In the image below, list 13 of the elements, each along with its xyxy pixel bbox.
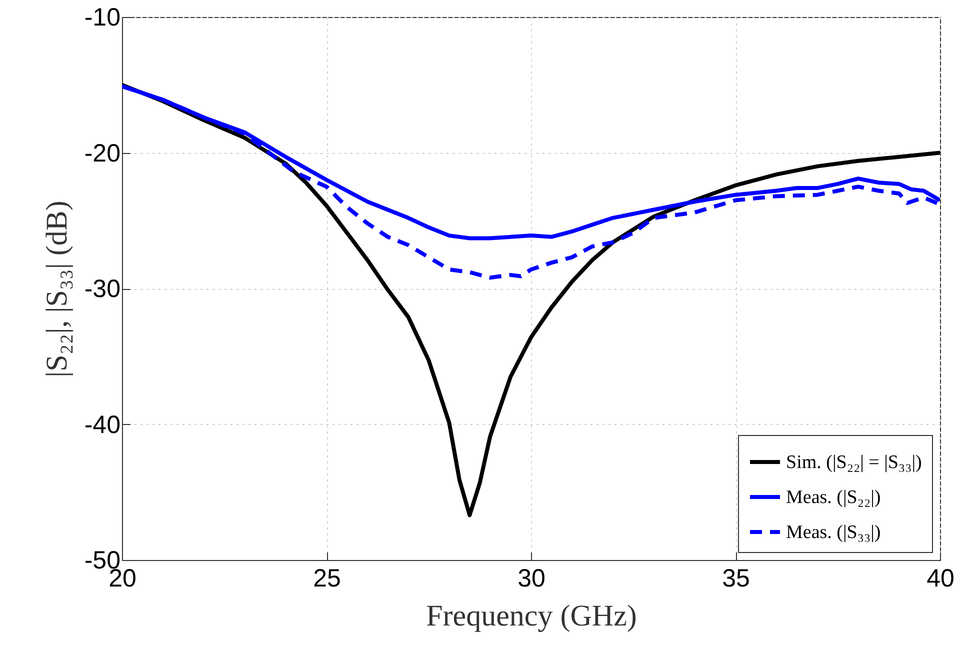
y-tick-label: -30 — [84, 275, 120, 303]
legend-label: Meas. (|S₃₃|) — [786, 522, 881, 543]
x-tick-label: 25 — [313, 564, 341, 592]
x-axis-title: Frequency (GHz) — [426, 600, 637, 632]
y-axis-title: |S₂₂|, |S₃₃| (dB) — [40, 200, 74, 378]
x-tick-label: 40 — [926, 564, 954, 592]
y-tick-label: -20 — [84, 139, 120, 168]
y-tick-label: -40 — [84, 410, 120, 439]
x-tick-label: 30 — [518, 564, 546, 592]
x-tick-label: 35 — [722, 564, 750, 592]
y-tick-label: -10 — [84, 4, 120, 32]
legend-label: Sim. (|S₂₂| = |S₃₃|) — [786, 452, 922, 473]
legend-label: Meas. (|S₂₂|) — [786, 487, 881, 508]
